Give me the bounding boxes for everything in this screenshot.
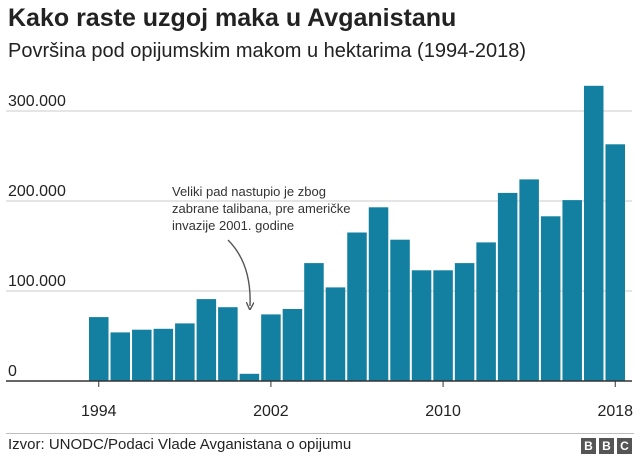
x-tick-label: 2018 xyxy=(597,403,633,420)
bar-1994 xyxy=(89,317,109,381)
bars xyxy=(89,85,625,382)
bar-1999 xyxy=(196,299,217,381)
bar-2003 xyxy=(282,309,303,381)
x-tick-label: 2010 xyxy=(425,403,461,420)
y-tick-label: 100.000 xyxy=(8,273,66,290)
bar-2006 xyxy=(347,232,367,381)
bar-1995 xyxy=(110,332,131,381)
logo-letter: B xyxy=(599,438,614,454)
bar-2005 xyxy=(325,287,346,381)
y-axis-labels: 0 100.000 200.000 300.000 xyxy=(8,93,66,380)
chart-title: Kako raste uzgoj maka u Avganistanu xyxy=(8,4,457,32)
annotation-line-3: invazije 2001. godine xyxy=(172,218,294,233)
bar-2011 xyxy=(454,263,475,381)
bar-2009 xyxy=(411,270,432,381)
x-tick-label: 1994 xyxy=(81,403,117,420)
bar-2000 xyxy=(218,307,238,381)
bar-2004 xyxy=(304,263,324,381)
bar-1997 xyxy=(153,328,174,381)
y-tick-label: 300.000 xyxy=(8,93,66,110)
source-note: Izvor: UNODC/Podaci Vlade Avganistana o … xyxy=(8,436,352,453)
bar-2015 xyxy=(540,216,561,381)
logo-letter: C xyxy=(617,438,632,454)
bar-2016 xyxy=(562,200,582,381)
footer-divider xyxy=(6,433,634,434)
logo-letter: B xyxy=(581,438,596,454)
bar-1998 xyxy=(175,323,195,381)
bar-2007 xyxy=(368,207,389,381)
annotation: Veliki pad nastupio je zbog zabrane tali… xyxy=(172,184,351,306)
bar-1996 xyxy=(132,329,152,381)
annotation-line-2: zabrane talibana, pre američke xyxy=(172,201,351,216)
bar-2017 xyxy=(583,85,604,382)
bar-2012 xyxy=(476,242,496,381)
y-tick-label: 0 xyxy=(8,363,17,380)
x-tick-label: 2002 xyxy=(253,403,289,420)
bar-2008 xyxy=(390,239,410,381)
x-axis-labels: 1994 2002 2010 2018 xyxy=(81,381,633,420)
bar-2002 xyxy=(261,314,281,381)
bar-2001 xyxy=(239,373,260,381)
annotation-arrow xyxy=(227,239,250,306)
bar-2010 xyxy=(433,270,453,381)
bar-2018 xyxy=(605,144,625,381)
bar-2014 xyxy=(519,179,539,381)
annotation-line-1: Veliki pad nastupio je zbog xyxy=(172,184,326,199)
y-tick-label: 200.000 xyxy=(8,183,66,200)
chart-subtitle: Površina pod opijumskim makom u hektarim… xyxy=(8,40,527,62)
bar-2013 xyxy=(497,192,518,381)
bbc-logo: B B C xyxy=(581,438,632,454)
